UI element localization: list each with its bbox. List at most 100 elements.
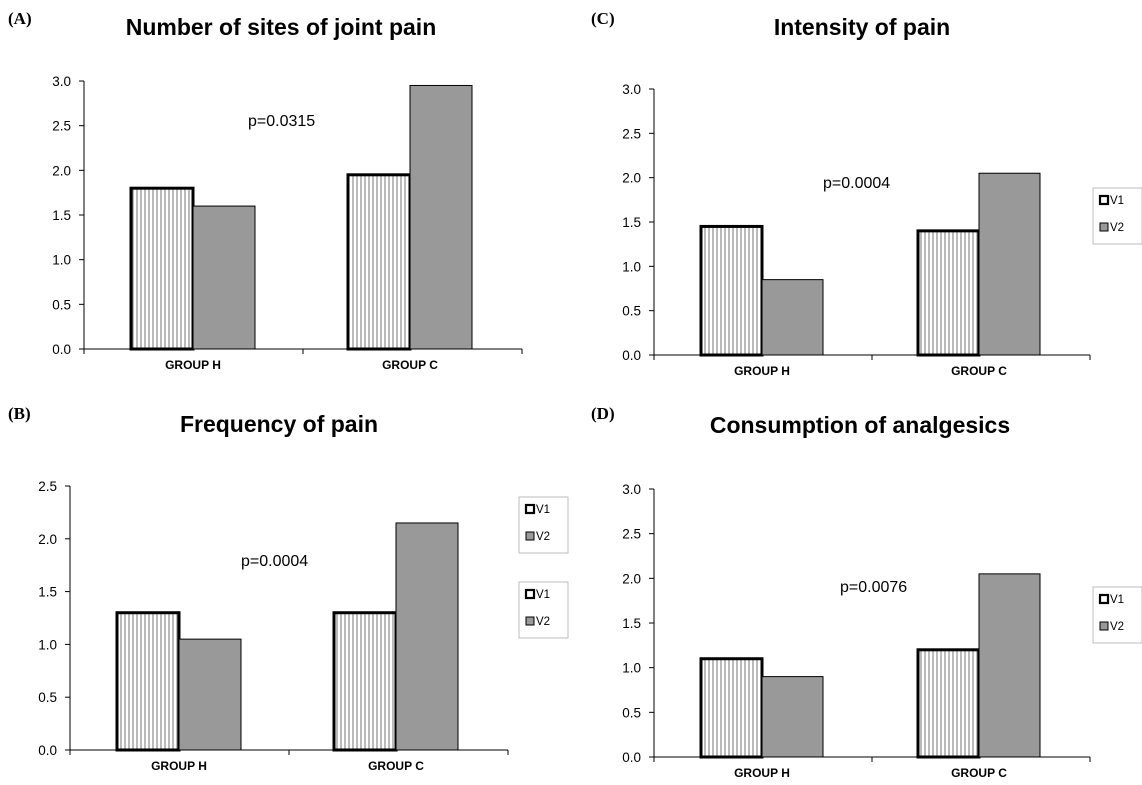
legend-swatch-v2 [525,616,535,626]
p-value-annotation: p=0.0315 [248,113,315,130]
panel-letter: (D) [591,404,615,423]
y-tick-label: 2.0 [38,532,57,547]
x-axis-categories: GROUP H GROUP C [151,759,424,773]
x-category-label: GROUP H [151,759,207,773]
bar-v2 [978,573,1041,758]
bar-v1 [115,611,181,752]
y-axis-ticks: 0.0 0.5 1.0 1.5 2.0 2.5 3.0 [52,74,84,357]
bars [115,522,459,752]
panel-letter: (C) [591,9,615,28]
legend-label-v1: V1 [1110,195,1124,207]
chart-title: Frequency of pain [180,411,378,437]
x-category-label: GROUP C [368,759,424,773]
bars [699,172,1041,357]
y-tick-label: 0.0 [622,348,641,363]
legend-swatch-v1 [1098,593,1110,605]
bar-v1 [699,224,764,357]
legend-label-v1: V1 [536,589,550,601]
y-tick-label: 0.0 [38,743,57,758]
legend-swatch-v1 [524,503,536,515]
bar-v2 [178,638,242,751]
p-value-annotation: p=0.0004 [823,175,890,192]
y-tick-label: 2.0 [622,571,641,586]
y-tick-label: 1.5 [622,616,641,631]
panel-a: (A) Number of sites of joint pain p=0.03… [8,9,569,554]
y-tick-label: 2.5 [52,119,71,134]
y-tick-label: 2.0 [622,171,641,186]
x-axis-categories: GROUP H GROUP C [734,766,1007,780]
y-tick-label: 1.0 [38,637,57,652]
legend: V1 V2 [1092,187,1142,245]
y-axis-ticks: 0.0 0.5 1.0 1.5 2.0 2.5 3.0 [622,82,654,363]
y-tick-label: 2.5 [622,126,641,141]
chart-title: Number of sites of joint pain [126,14,437,40]
y-tick-label: 3.0 [52,74,71,89]
legend-label-v2: V2 [536,531,550,543]
x-category-label: GROUP C [382,358,438,372]
legend-swatch-v2 [525,531,535,541]
y-tick-label: 0.0 [52,342,71,357]
legend-label-v2: V2 [1110,621,1124,633]
bar-v1 [129,186,195,351]
legend-label-v1: V1 [1110,594,1124,606]
bar-v2 [978,172,1041,356]
bars [129,84,473,351]
legend-swatch-v2 [1099,222,1109,232]
bar-v1 [346,173,412,351]
bar-v2 [761,676,824,758]
bar-v1 [916,648,981,759]
bar-v2 [395,522,459,751]
y-tick-label: 1.0 [622,259,641,274]
bars [699,573,1041,759]
legend-label-v2: V2 [1110,222,1124,234]
y-tick-label: 0.5 [622,705,641,720]
y-axis-ticks: 0.0 0.5 1.0 1.5 2.0 2.5 3.0 [622,482,654,765]
chart-title: Consumption of analgesics [710,412,1010,438]
y-tick-label: 0.0 [622,750,641,765]
legend-label-v1: V1 [536,504,550,516]
y-axis-ticks: 0.0 0.5 1.0 1.5 2.0 2.5 [38,479,70,758]
x-category-label: GROUP H [165,358,221,372]
y-tick-label: 0.5 [52,297,71,312]
legend-swatch-v1 [1098,194,1110,206]
legend: V1 V2 [518,496,569,554]
bar-v2 [409,84,473,350]
x-axis-categories: GROUP H GROUP C [165,358,438,372]
panel-letter: (B) [8,404,31,423]
legend-swatch-v2 [1099,621,1109,631]
bar-v1 [699,657,764,759]
y-tick-label: 1.5 [38,585,57,600]
chart-title: Intensity of pain [774,14,950,40]
x-category-label: GROUP C [951,364,1007,378]
bar-v1 [332,611,398,752]
y-tick-label: 1.0 [52,253,71,268]
y-tick-label: 2.0 [52,163,71,178]
bar-v2 [192,205,256,350]
legend-swatch-v1 [524,588,536,600]
y-tick-label: 3.0 [622,82,641,97]
y-tick-label: 1.5 [52,208,71,223]
panel-c: (C) Intensity of pain p=0.0004 0.0 0.5 1.0… [591,9,1142,378]
panel-letter: (A) [8,9,32,28]
bar-v2 [761,279,824,356]
p-value-annotation: p=0.0004 [241,553,308,570]
x-axis-categories: GROUP H GROUP C [734,364,1007,378]
y-tick-label: 2.5 [622,527,641,542]
legend: V1 V2 [1092,586,1142,644]
legend-label-v2: V2 [536,616,550,628]
y-tick-label: 0.5 [38,690,57,705]
legend: V1 V2 [518,581,569,639]
x-category-label: GROUP H [734,766,790,780]
x-category-label: GROUP H [734,364,790,378]
panel-d: (D) Consumption of analgesics p=0.0076 0… [591,404,1142,780]
y-tick-label: 2.5 [38,479,57,494]
y-tick-label: 1.0 [622,661,641,676]
p-value-annotation: p=0.0076 [840,579,907,596]
y-tick-label: 1.5 [622,215,641,230]
y-tick-label: 3.0 [622,482,641,497]
y-tick-label: 0.5 [622,304,641,319]
bar-v1 [916,229,981,357]
panel-b: (B) Frequency of pain p=0.0004 0.0 0.5 1.0… [8,404,569,773]
x-category-label: GROUP C [951,766,1007,780]
